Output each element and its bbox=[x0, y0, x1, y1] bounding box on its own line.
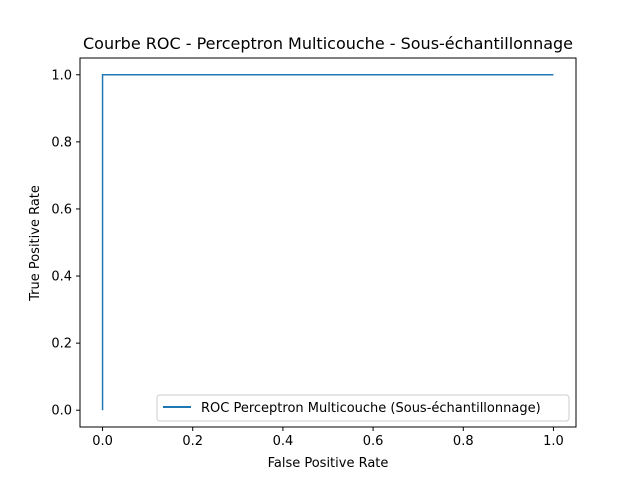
y-tick-label: 0.2 bbox=[51, 337, 72, 352]
plot-frame bbox=[79, 57, 577, 428]
plot-area bbox=[79, 57, 577, 428]
y-tick-label: 1.0 bbox=[51, 68, 72, 83]
series-layer bbox=[101, 74, 554, 411]
x-tick-label: 1.0 bbox=[543, 434, 564, 449]
y-axis-label: True Positive Rate bbox=[28, 185, 43, 302]
x-tick-label: 0.4 bbox=[273, 434, 294, 449]
legend-box bbox=[156, 394, 570, 422]
y-tick-label: 0.6 bbox=[51, 202, 72, 217]
x-tick-label: 0.0 bbox=[92, 434, 113, 449]
x-axis-ticks: 0.0 0.2 0.4 0.6 0.8 1.0 bbox=[92, 427, 564, 449]
chart-title: Courbe ROC - Perceptron Multicouche - So… bbox=[83, 34, 573, 53]
y-tick-label: 0.0 bbox=[51, 404, 72, 419]
series-line-roc bbox=[101, 74, 554, 411]
legend: ROC Perceptron Multicouche (Sous-échanti… bbox=[156, 394, 570, 422]
x-axis-label: False Positive Rate bbox=[268, 456, 389, 471]
x-tick-label: 0.6 bbox=[363, 434, 384, 449]
x-tick-label: 0.8 bbox=[453, 434, 474, 449]
y-tick-label: 0.8 bbox=[51, 135, 72, 150]
x-tick-label: 0.2 bbox=[182, 434, 203, 449]
y-axis-ticks: 0.0 0.2 0.4 0.6 0.8 1.0 bbox=[51, 68, 80, 419]
y-tick-label: 0.4 bbox=[51, 270, 72, 285]
legend-label-roc: ROC Perceptron Multicouche (Sous-échanti… bbox=[201, 401, 541, 416]
